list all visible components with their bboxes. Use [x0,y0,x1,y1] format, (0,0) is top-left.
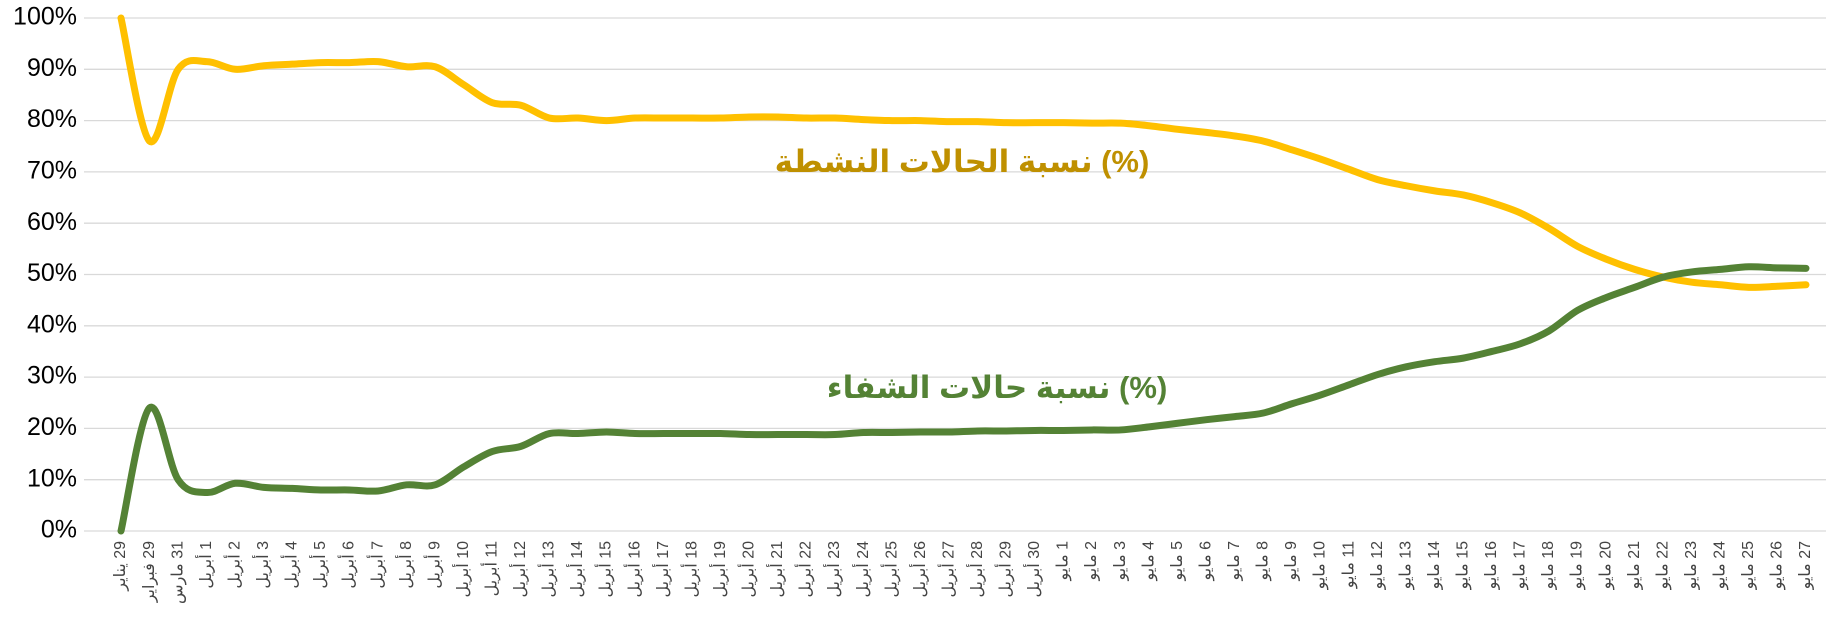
y-tick-label: 10% [27,464,77,492]
x-tick-label: 4 مايو [1140,541,1158,582]
x-tick-label: 16 مايو [1483,541,1501,591]
x-tick-label: 12 مايو [1369,541,1387,591]
x-tick-label: 6 مايو [1197,541,1215,582]
x-tick-label: 17 أبريل [652,541,673,598]
x-tick-label: 31 مارس [169,541,187,604]
x-tick-label: 24 مايو [1712,541,1730,591]
x-tick-label: 28 أبريل [966,541,987,598]
x-tick-label: 13 أبريل [538,541,559,598]
x-tick-label: 9 أبريل [423,541,444,589]
x-tick-label: 23 أبريل [823,541,844,598]
x-tick-label: 1 مايو [1055,541,1073,582]
x-tick-label: 29 أبريل [995,541,1016,598]
x-tick-label: 24 أبريل [852,541,873,598]
x-tick-label: 10 أبريل [452,541,473,598]
x-tick-label: 5 مايو [1169,541,1187,582]
x-tick-label: 29 فبراير [141,541,159,603]
x-tick-label: 14 أبريل [566,541,587,598]
x-tick-label: 18 مايو [1540,541,1558,591]
y-tick-label: 0% [41,516,77,544]
x-tick-label: 6 أبريل [338,541,359,589]
y-tick-label: 40% [27,310,77,338]
x-tick-label: 13 مايو [1397,541,1415,591]
x-tick-label: 26 مايو [1769,541,1787,591]
y-tick-label: 20% [27,413,77,441]
x-tick-label: 7 مايو [1226,541,1244,582]
x-tick-label: 16 أبريل [623,541,644,598]
x-tick-label: 30 أبريل [1023,541,1044,598]
y-tick-label: 100% [13,3,77,31]
x-tick-label: 19 مايو [1569,541,1587,591]
x-tick-label: 2 مايو [1083,541,1101,582]
x-tick-label: 22 أبريل [795,541,816,598]
x-tick-label: 4 أبريل [281,541,302,589]
x-tick-label: 27 أبريل [937,541,958,598]
x-tick-label: 20 أبريل [738,541,759,598]
x-tick-label: 12 أبريل [509,541,530,598]
x-tick-label: 10 مايو [1312,541,1330,591]
x-tick-label: 11 أبريل [480,541,501,596]
x-tick-label: 21 أبريل [766,541,787,598]
x-tick-label: 7 أبريل [366,541,387,589]
x-tick-label: 14 مايو [1426,541,1444,591]
x-tick-label: 3 أبريل [252,541,273,589]
series-label: نسبة الحالات النشطة (%) [775,144,1150,179]
x-tick-label: 26 أبريل [909,541,930,598]
series-label: نسبة حالات الشفاء (%) [827,370,1168,405]
x-tick-label: 22 مايو [1654,541,1672,591]
x-tick-label: 19 أبريل [709,541,730,598]
x-tick-label: 17 مايو [1512,541,1530,591]
x-tick-label: 25 مايو [1740,541,1758,591]
series-line [117,14,1810,291]
y-tick-label: 90% [27,54,77,82]
series-line [117,263,1810,535]
x-tick-label: 25 أبريل [880,541,901,598]
x-tick-label: 2 أبريل [223,541,244,589]
x-tick-label: 11 مايو [1340,541,1358,589]
x-tick-label: 23 مايو [1683,541,1701,591]
x-tick-label: 15 مايو [1455,541,1473,591]
x-tick-label: 3 مايو [1112,541,1130,582]
x-tick-label: 9 مايو [1283,541,1301,582]
y-tick-label: 60% [27,208,77,236]
x-tick-label: 21 مايو [1626,541,1644,591]
x-tick-label: 15 أبريل [595,541,616,598]
y-tick-label: 30% [27,362,77,390]
x-tick-label: 27 مايو [1797,541,1815,591]
y-tick-label: 70% [27,157,77,185]
x-tick-label: 18 أبريل [680,541,701,598]
x-tick-label: 1 أبريل [195,541,216,589]
x-tick-label: 5 أبريل [309,541,330,589]
x-tick-label: 29 يناير [112,541,130,592]
x-tick-label: 8 أبريل [395,541,416,589]
x-tick-label: 20 مايو [1597,541,1615,591]
y-tick-label: 80% [27,105,77,133]
x-tick-label: 8 مايو [1255,541,1273,582]
y-tick-label: 50% [27,259,77,287]
